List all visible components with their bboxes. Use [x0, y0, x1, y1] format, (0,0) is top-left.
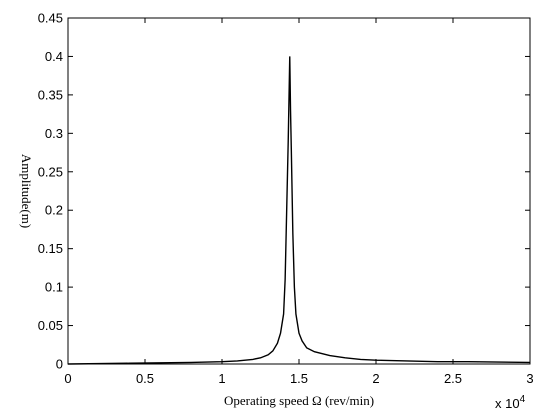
y-tick-label: 0.2 [45, 203, 63, 218]
x-tick-label: 2.5 [444, 371, 462, 386]
y-tick-label: 0.4 [45, 49, 63, 64]
x-exponent-label: x 104 [495, 394, 526, 411]
x-axis-title: Operating speed Ω (rev/min) [224, 393, 374, 408]
y-tick-label: 0.25 [38, 164, 63, 179]
y-tick-label: 0.3 [45, 126, 63, 141]
x-tick-label: 0 [64, 371, 71, 386]
x-tick-label: 2 [372, 371, 379, 386]
y-axis: 0 0.05 0.1 0.15 0.2 0.25 0.3 0.35 0.4 0.45 [38, 11, 530, 372]
y-axis-title: Amplitude(m) [19, 154, 34, 228]
x-tick-label: 1 [218, 371, 225, 386]
x-tick-label: 3 [526, 371, 533, 386]
x-axis: 0 0.5 1 1.5 2 2.5 3 [64, 18, 534, 386]
x-tick-label: 1.5 [290, 371, 308, 386]
y-tick-label: 0.05 [38, 318, 63, 333]
y-tick-label: 0.1 [45, 280, 63, 295]
plot-area [67, 17, 531, 365]
amplitude-series-line [67, 56, 531, 365]
y-tick-label: 0 [56, 357, 63, 372]
x-tick-label: 0.5 [136, 371, 154, 386]
y-tick-label: 0.35 [38, 87, 63, 102]
y-tick-label: 0.15 [38, 241, 63, 256]
y-tick-label: 0.45 [38, 11, 63, 26]
